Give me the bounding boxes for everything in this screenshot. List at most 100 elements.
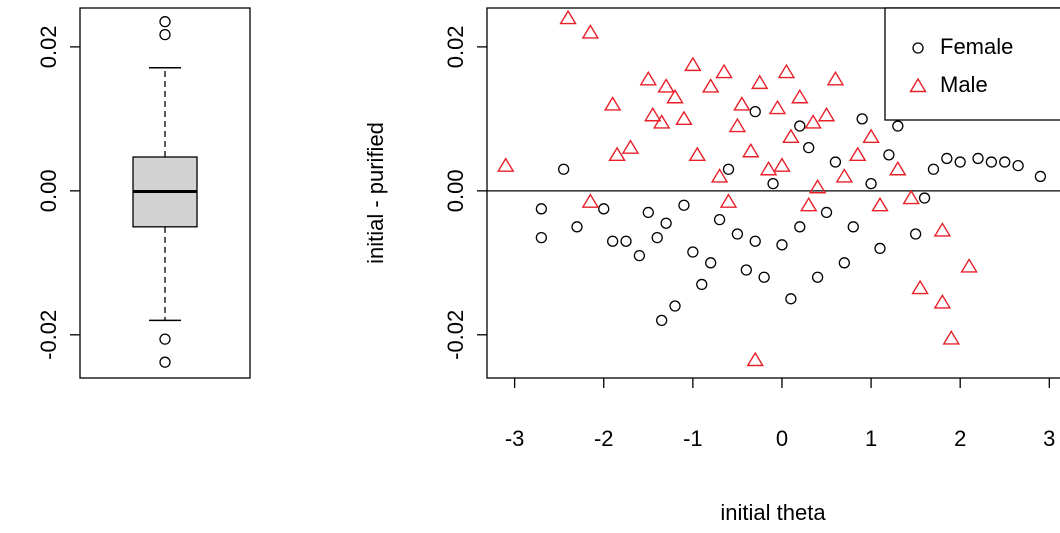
point [688,146,707,162]
point [657,78,675,93]
point [742,142,760,158]
point [799,196,818,212]
point [719,193,738,208]
point [856,113,868,125]
point [794,120,806,132]
point [535,231,548,244]
point [777,63,796,79]
point [675,110,693,126]
point [710,168,729,183]
y-axis-label: initial - purified [363,122,388,264]
outlier [159,333,171,345]
point [785,293,797,305]
point [598,203,610,215]
point [942,330,961,345]
y-tick-label: 0.00 [443,169,468,212]
point [1012,159,1024,172]
point [768,99,787,115]
x-tick-label: 1 [865,426,877,451]
point [808,178,827,194]
legend-marker [912,42,924,54]
point [746,351,764,367]
plot-frame [486,7,1060,379]
point [811,271,824,283]
point [496,157,515,172]
point [669,300,681,312]
point [848,146,867,162]
point [803,141,815,154]
point [782,128,800,144]
point [985,156,998,168]
plot-frame [79,7,251,379]
point [607,235,619,247]
point [773,157,791,172]
point [909,228,922,240]
legend-label: Female [940,34,1013,59]
point [687,246,699,258]
x-tick-label: -3 [505,426,525,451]
point [660,217,672,229]
point [941,152,953,165]
point [960,258,978,273]
point [603,96,622,111]
legend-label: Male [940,72,988,97]
point [644,106,662,122]
point [620,235,632,247]
point [633,249,646,262]
point [892,120,904,132]
point [715,63,733,79]
point [871,196,889,212]
y-tick-label: 0.02 [36,25,61,68]
y-tick-label: 0.02 [443,25,468,68]
outlier [159,16,171,28]
point [678,199,690,211]
point [804,114,822,129]
point [972,152,984,165]
point [826,70,845,86]
point [918,192,931,204]
point [883,149,895,161]
point [713,213,726,226]
x-tick-label: 0 [776,426,788,451]
point [656,314,668,327]
point [535,203,548,215]
point [865,177,877,190]
point [847,221,859,233]
point [874,242,886,255]
point [733,96,751,111]
point [862,128,880,144]
point [684,56,702,72]
point [750,74,769,90]
x-tick-label: 2 [954,426,966,451]
x-axis-label: initial theta [720,500,826,525]
point [791,88,809,104]
point [954,156,966,168]
point [927,163,940,175]
point [889,160,907,176]
point [559,9,577,25]
point [666,88,684,104]
point [776,239,788,251]
y-tick-label: 0.00 [36,169,61,212]
point [652,114,671,129]
outlier [159,28,171,41]
point [581,193,600,208]
point [722,163,735,175]
point [701,78,720,93]
point [829,156,842,168]
x-tick-label: -1 [683,426,703,451]
point [621,139,640,154]
point [608,146,626,162]
point [696,278,708,291]
point [794,221,806,233]
point [902,189,920,205]
point [557,163,570,175]
y-tick-label: -0.02 [36,310,61,360]
point [581,24,600,39]
legend-box [884,7,1060,121]
point [758,271,770,283]
point [705,257,717,269]
point [1034,170,1047,183]
point [731,228,744,240]
